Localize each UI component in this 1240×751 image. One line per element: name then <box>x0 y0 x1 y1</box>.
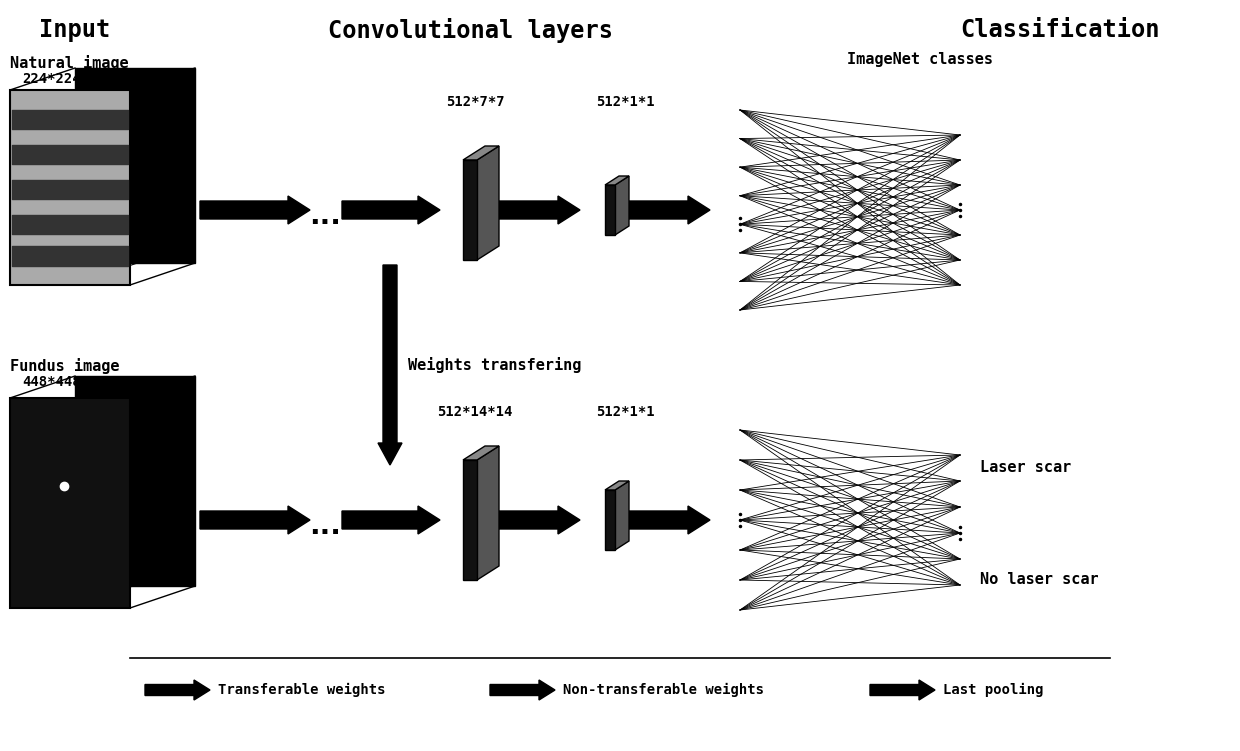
Text: 448*448: 448*448 <box>22 375 81 389</box>
Polygon shape <box>200 506 310 534</box>
Polygon shape <box>605 481 629 490</box>
Text: Convolutional layers: Convolutional layers <box>327 18 613 43</box>
Polygon shape <box>463 160 477 260</box>
Polygon shape <box>10 90 130 285</box>
Polygon shape <box>626 196 711 224</box>
Polygon shape <box>145 680 210 700</box>
Polygon shape <box>477 146 498 260</box>
Polygon shape <box>490 506 580 534</box>
Text: Input: Input <box>40 18 110 42</box>
Polygon shape <box>74 376 195 586</box>
Polygon shape <box>870 680 935 700</box>
Text: ImageNet classes: ImageNet classes <box>847 52 993 67</box>
Polygon shape <box>10 398 130 608</box>
Text: Fundus image: Fundus image <box>10 358 119 374</box>
Text: 512*7*7: 512*7*7 <box>445 95 505 109</box>
Text: Laser scar: Laser scar <box>980 460 1071 475</box>
Text: Transferable weights: Transferable weights <box>218 683 386 697</box>
Text: Non-transferable weights: Non-transferable weights <box>563 683 764 697</box>
Polygon shape <box>378 265 402 465</box>
Text: 512*1*1: 512*1*1 <box>595 95 655 109</box>
Text: No laser scar: No laser scar <box>980 572 1099 587</box>
Polygon shape <box>74 68 195 263</box>
Polygon shape <box>463 460 477 580</box>
Polygon shape <box>615 481 629 550</box>
Polygon shape <box>605 176 629 185</box>
Polygon shape <box>463 446 498 460</box>
Text: 64*448*448: 64*448*448 <box>105 375 188 389</box>
Polygon shape <box>477 446 498 580</box>
Polygon shape <box>605 185 615 235</box>
Polygon shape <box>342 506 440 534</box>
Text: ...: ... <box>309 202 341 230</box>
Polygon shape <box>342 196 440 224</box>
Polygon shape <box>463 146 498 160</box>
Polygon shape <box>615 176 629 235</box>
Polygon shape <box>200 196 310 224</box>
Text: 512*1*1: 512*1*1 <box>595 405 655 419</box>
Text: Natural image: Natural image <box>10 55 129 71</box>
Text: 224*224: 224*224 <box>22 72 81 86</box>
Polygon shape <box>490 680 556 700</box>
Polygon shape <box>626 506 711 534</box>
Text: Weights transfering: Weights transfering <box>408 357 582 373</box>
Text: ...: ... <box>309 512 341 540</box>
Text: 64*224*224: 64*224*224 <box>105 72 188 86</box>
Text: Classification: Classification <box>960 18 1159 42</box>
Polygon shape <box>605 490 615 550</box>
Polygon shape <box>490 196 580 224</box>
Text: 512*14*14: 512*14*14 <box>438 405 512 419</box>
Text: Last pooling: Last pooling <box>942 683 1044 697</box>
